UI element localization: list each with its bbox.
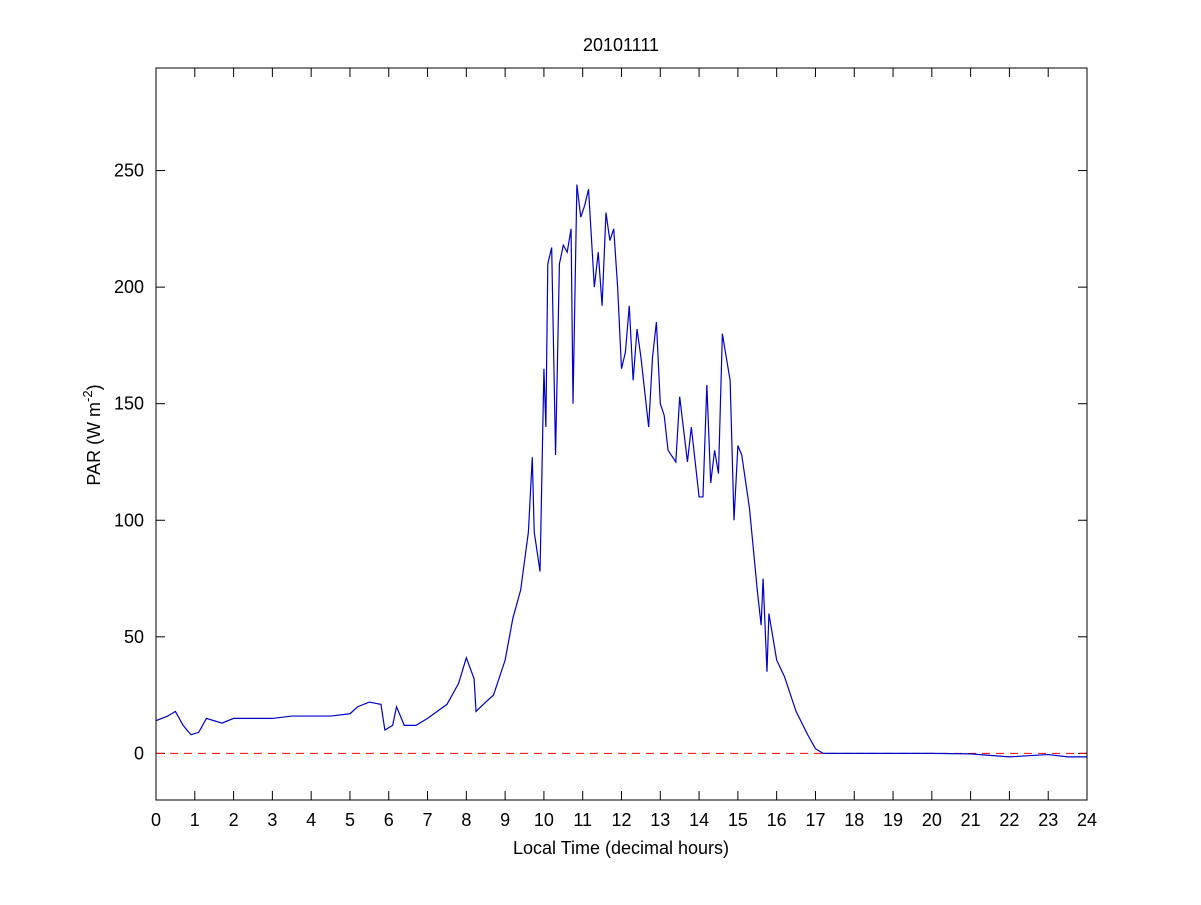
x-tick-label: 11 <box>573 810 592 830</box>
y-tick-label: 150 <box>114 394 144 414</box>
x-tick-label: 20 <box>922 810 942 830</box>
x-tick-label: 19 <box>883 810 903 830</box>
y-tick-label: 0 <box>134 743 144 763</box>
x-tick-label: 23 <box>1038 810 1058 830</box>
x-axis-label: Local Time (decimal hours) <box>513 838 729 858</box>
y-label-text: PAR (W m <box>84 402 104 486</box>
x-tick-label: 4 <box>306 810 316 830</box>
x-tick-label: 8 <box>461 810 471 830</box>
y-label-suffix: ) <box>84 384 104 390</box>
x-tick-label: 21 <box>961 810 981 830</box>
x-tick-label: 17 <box>805 810 825 830</box>
y-tick-label: 100 <box>114 510 144 530</box>
x-tick-label: 3 <box>267 810 277 830</box>
y-axis-label: PAR (W m-2) <box>80 384 104 485</box>
x-tick-label: 5 <box>345 810 355 830</box>
y-tick-label: 50 <box>124 627 144 647</box>
x-tick-label: 7 <box>423 810 433 830</box>
x-tick-label: 16 <box>767 810 787 830</box>
chart-title: 20101111 <box>583 35 659 55</box>
x-tick-label: 6 <box>384 810 394 830</box>
x-tick-label: 13 <box>650 810 670 830</box>
y-tick-label: 200 <box>114 277 144 297</box>
x-tick-label: 9 <box>500 810 510 830</box>
x-tick-label: 24 <box>1077 810 1097 830</box>
x-tick-label: 10 <box>534 810 554 830</box>
x-tick-label: 18 <box>844 810 864 830</box>
x-tick-label: 14 <box>689 810 709 830</box>
x-tick-label: 1 <box>190 810 200 830</box>
y-tick-label: 250 <box>114 161 144 181</box>
plot-frame <box>155 67 1088 801</box>
x-tick-label: 22 <box>999 810 1019 830</box>
x-tick-label: 15 <box>728 810 748 830</box>
y-label-superscript: -2 <box>80 390 95 402</box>
x-tick-label: 2 <box>229 810 239 830</box>
x-tick-label: 12 <box>611 810 631 830</box>
x-tick-label: 0 <box>151 810 161 830</box>
data-line <box>155 184 1087 758</box>
